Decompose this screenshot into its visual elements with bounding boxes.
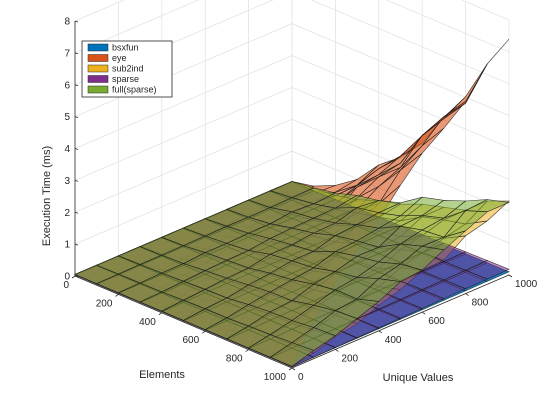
- z-tick-label: 6: [64, 80, 70, 91]
- x-axis-title: Unique Values: [383, 372, 454, 384]
- x-tick-mark: [508, 274, 513, 278]
- y-tick-label: 1000: [264, 372, 287, 383]
- y-tick-label: 800: [226, 354, 243, 365]
- legend-swatch-sparse: [87, 75, 109, 83]
- x-tick-label: 400: [385, 335, 402, 346]
- y-axis-line: [74, 275, 293, 369]
- y-tick-mark: [158, 312, 163, 316]
- z-tick-label: 1: [64, 240, 70, 251]
- y-tick-mark: [201, 330, 206, 334]
- x-tick-mark: [335, 349, 339, 352]
- surfaces: [74, 39, 511, 368]
- legend: bsxfun eye sub2ind sparse full(sparse): [81, 40, 173, 98]
- legend-label-eye: eye: [112, 53, 127, 63]
- z-tick-label: 3: [64, 176, 70, 187]
- x-tick-label: 200: [341, 353, 358, 364]
- z-tick-mark: [74, 243, 79, 246]
- z-tick-mark: [74, 211, 79, 214]
- z-tick-mark: [74, 116, 79, 119]
- y-tick-mark: [71, 275, 76, 279]
- x-tick-mark: [291, 367, 296, 371]
- x-tick-label: 600: [428, 316, 445, 327]
- z-tick-label: 4: [64, 144, 70, 155]
- y-tick-mark: [288, 367, 293, 371]
- y-tick-mark: [245, 349, 249, 352]
- legend-swatch-full-sparse: [87, 85, 109, 94]
- y-tick-label: 400: [139, 317, 156, 328]
- z-tick-mark: [74, 275, 79, 278]
- z-gridline: [74, 0, 510, 54]
- z-axis-title: Execution Time (ms): [41, 146, 53, 246]
- surface-patch: [464, 199, 511, 213]
- z-tick-mark: [74, 179, 79, 182]
- x-tick-label: 1000: [515, 279, 538, 290]
- legend-label-sparse: sparse: [112, 74, 139, 84]
- y-axis-title: Elements: [139, 369, 185, 381]
- surface-full-sparse: [74, 181, 511, 367]
- y-tick-label: 200: [96, 298, 113, 309]
- y-tick-label: 0: [63, 280, 69, 291]
- x-tick-mark: [465, 293, 469, 296]
- z-tick-mark: [74, 84, 79, 87]
- x-tick-label: 800: [472, 298, 489, 309]
- legend-label-sub2ind: sub2ind: [112, 64, 144, 74]
- z-tick-mark: [74, 148, 79, 150]
- z-tick-label: 2: [64, 208, 70, 219]
- x-tick-mark: [378, 330, 383, 334]
- x-tick-mark: [421, 311, 426, 315]
- y-tick-mark: [115, 294, 119, 297]
- legend-label-bsxfun: bsxfun: [112, 43, 139, 53]
- x-tick-label: 0: [298, 372, 304, 383]
- legend-swatch-sub2ind: [87, 64, 109, 73]
- x-axis-line: [291, 274, 510, 369]
- axes-box: [71, 20, 513, 371]
- legend-label-full-sparse: full(sparse): [112, 85, 157, 95]
- z-tick-label: 0: [64, 272, 70, 283]
- tick-labels: 0 200 400 600 800 1000 0 200 400 600 800 1000 0 1 2 3 4 5…: [63, 17, 537, 384]
- z-tick-label: 5: [64, 112, 70, 123]
- z-tick-label: 7: [64, 48, 70, 59]
- y-tick-label: 600: [183, 335, 200, 346]
- surface-patch: [465, 39, 510, 104]
- z-tick-mark: [74, 20, 79, 23]
- z-tick-mark: [74, 52, 79, 55]
- legend-swatch-eye: [87, 54, 109, 62]
- legend-swatch-bsxfun: [87, 43, 109, 52]
- surface-patch: [464, 260, 510, 280]
- z-tick-label: 8: [64, 17, 70, 28]
